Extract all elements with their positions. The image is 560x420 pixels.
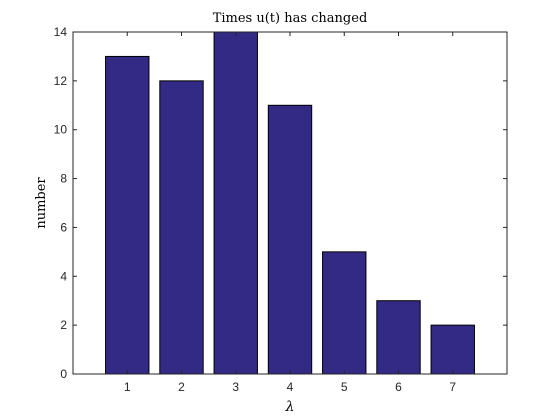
y-tick-label: 10 — [54, 123, 68, 137]
y-tick-label: 0 — [60, 367, 67, 381]
bar — [105, 55, 150, 375]
bar — [322, 251, 367, 375]
bar — [376, 300, 421, 375]
x-tick-label: 1 — [124, 380, 131, 394]
y-tick-label: 2 — [60, 318, 67, 332]
bar — [430, 324, 475, 375]
y-tick-label: 14 — [54, 25, 68, 39]
x-tick-label: 6 — [395, 380, 402, 394]
bar — [213, 31, 258, 375]
x-axis-ticks: 1 2 3 4 5 6 7 — [124, 32, 456, 394]
x-tick-label: 2 — [178, 380, 185, 394]
y-tick-label: 8 — [60, 172, 67, 186]
bars-group — [105, 31, 475, 375]
bar — [267, 104, 313, 375]
y-tick-label: 6 — [60, 220, 67, 234]
chart-title: Times u(t) has changed — [213, 11, 368, 26]
y-tick-label: 12 — [54, 74, 68, 88]
y-axis-ticks: 0 2 4 6 8 10 12 14 — [54, 25, 507, 381]
x-tick-label: 3 — [232, 380, 239, 394]
y-tick-label: 4 — [60, 269, 67, 283]
x-tick-label: 7 — [449, 380, 456, 394]
x-tick-label: 4 — [287, 380, 294, 394]
y-axis-label: number — [34, 177, 49, 229]
x-axis-label: λ — [285, 399, 295, 415]
x-tick-label: 5 — [341, 380, 348, 394]
bar — [159, 80, 204, 375]
